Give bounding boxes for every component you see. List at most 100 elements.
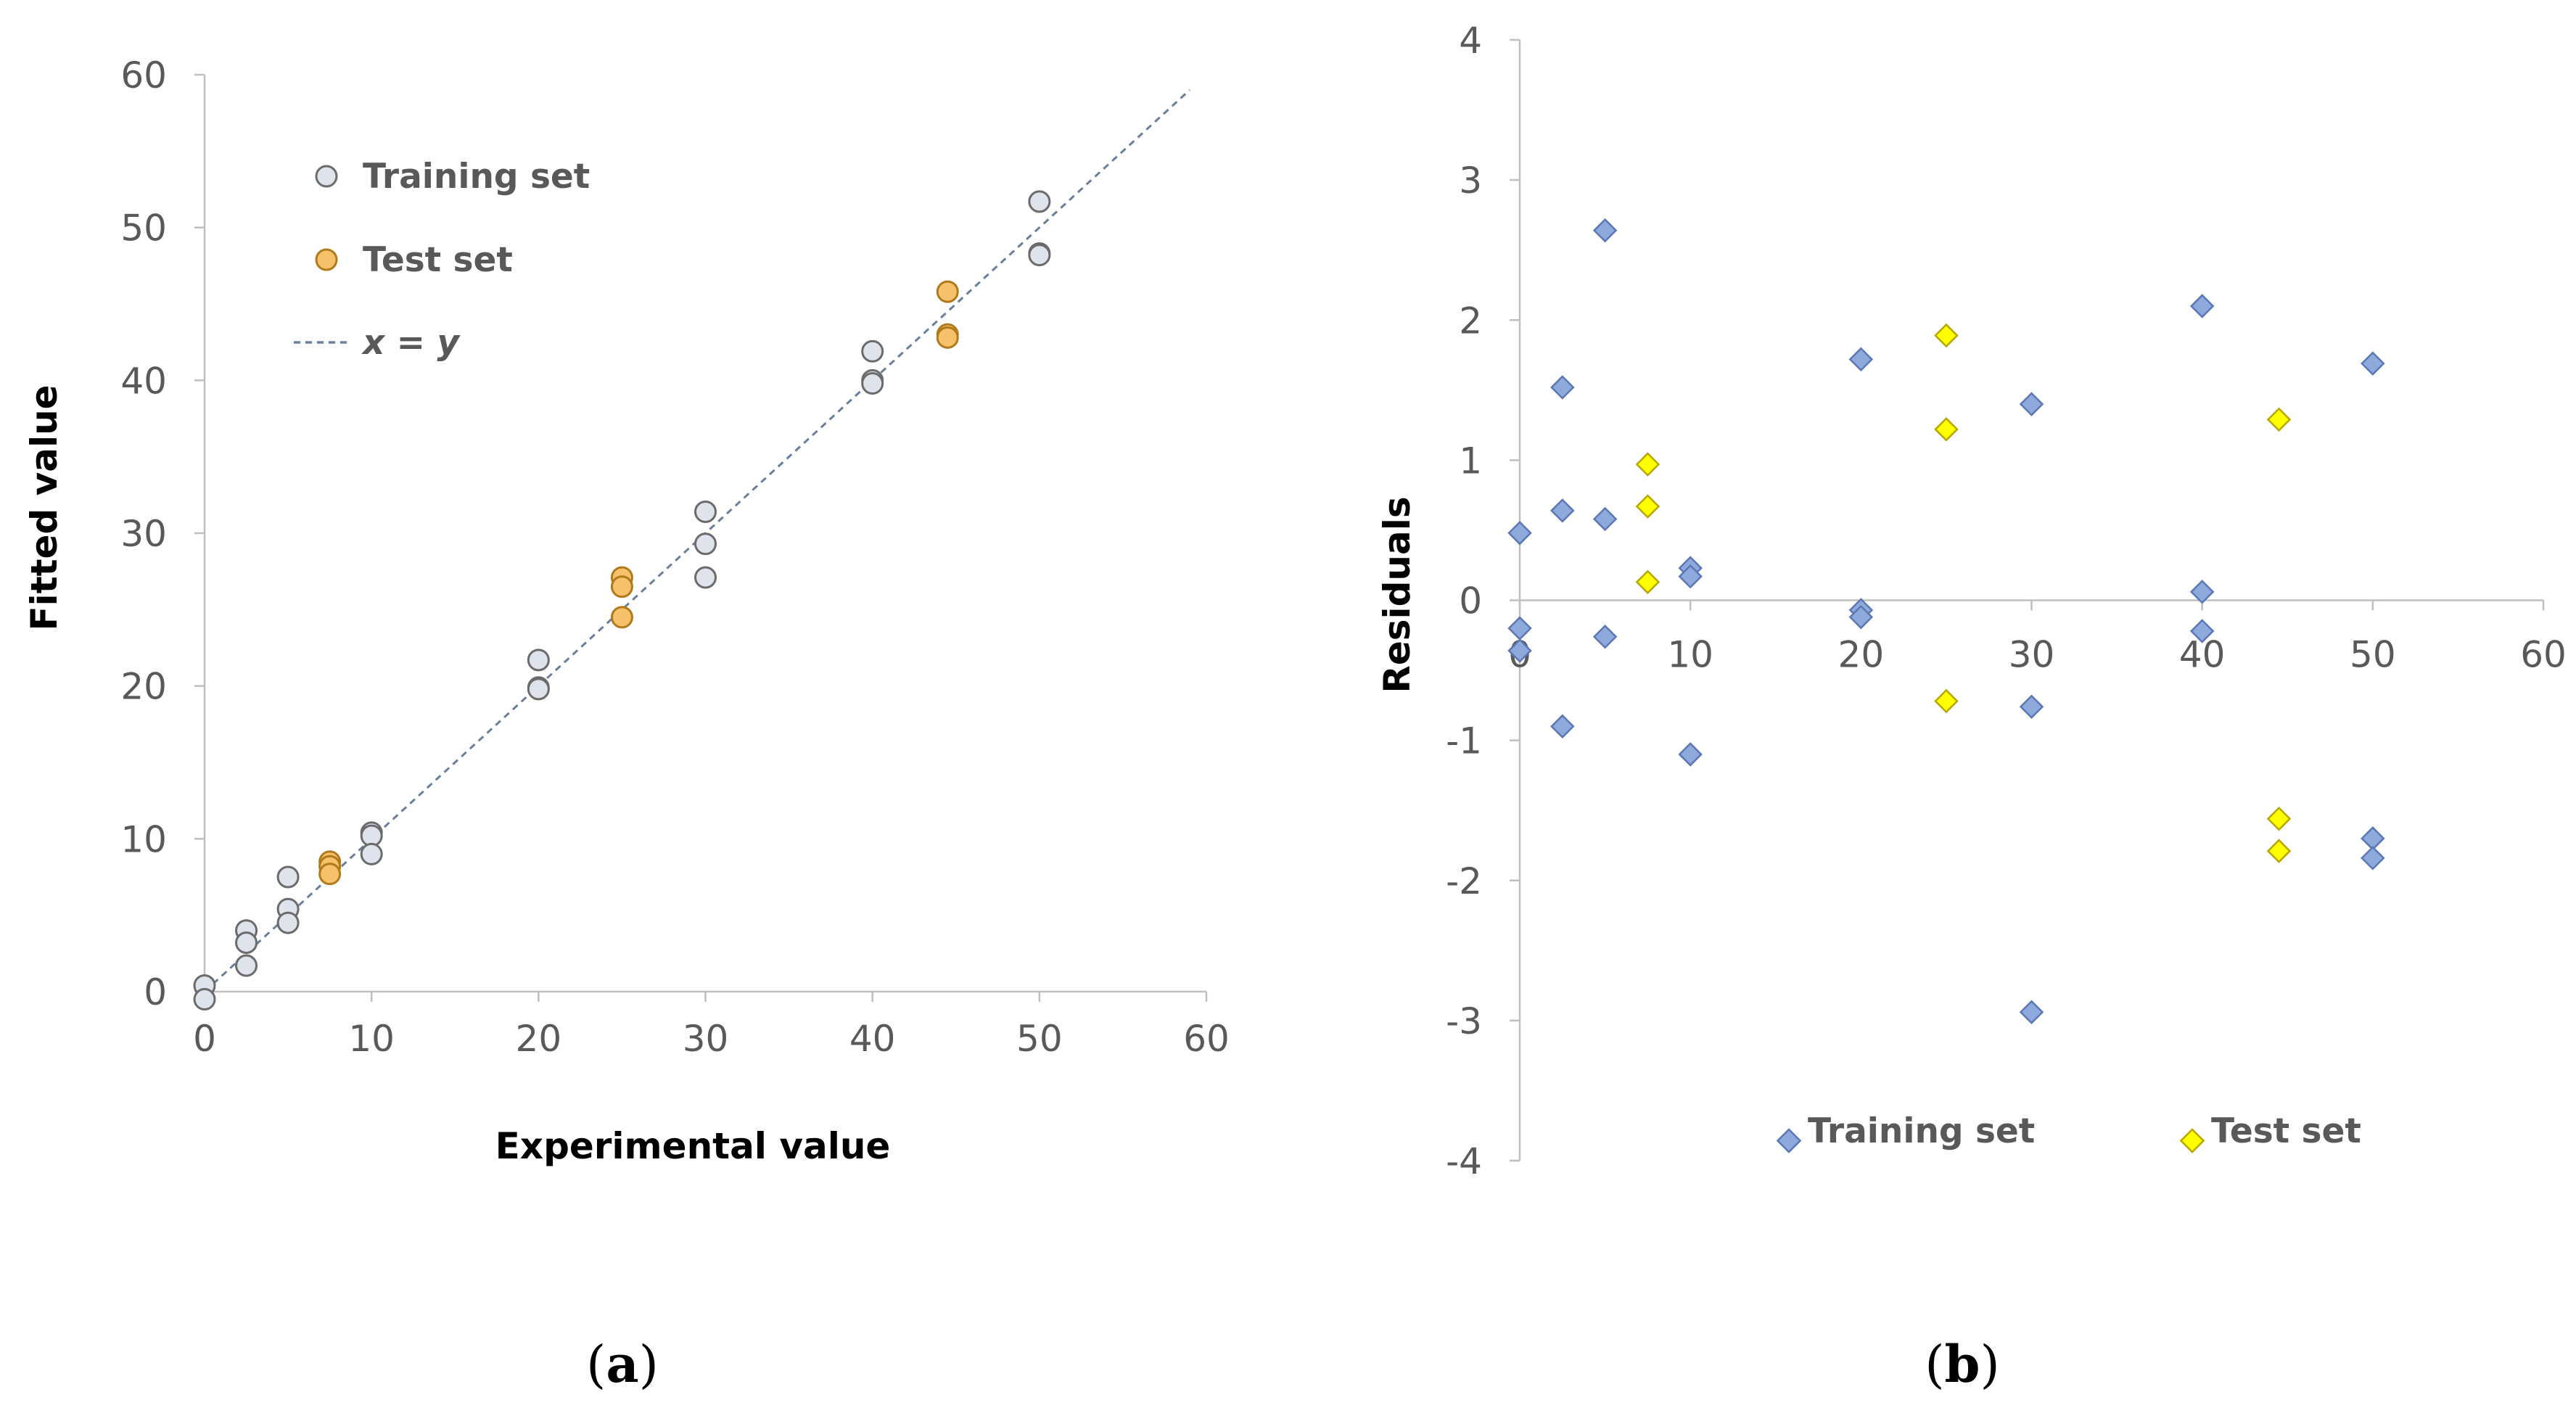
training-point bbox=[360, 842, 383, 865]
test-residual-point bbox=[1934, 688, 1959, 714]
panel-a-x-tick-label: 50 bbox=[1016, 1018, 1063, 1060]
training-residual-point bbox=[1507, 521, 1532, 546]
training-point bbox=[193, 988, 216, 1011]
test-point bbox=[318, 862, 342, 886]
test-residual-point bbox=[1934, 417, 1959, 442]
panel-b-points-layer bbox=[1507, 218, 2385, 1025]
training-residual-point bbox=[1848, 604, 1874, 630]
panel-a-axes bbox=[194, 73, 1208, 1002]
legend-training-label: Training set bbox=[1808, 1111, 2035, 1151]
training-point bbox=[861, 372, 884, 395]
test-residual-point bbox=[1934, 323, 1959, 348]
training-point bbox=[1028, 190, 1051, 213]
test-residual-point bbox=[1635, 569, 1661, 595]
panel-b-y-tick-label: 2 bbox=[1459, 300, 1482, 342]
panel-b-y-tick-label: 4 bbox=[1459, 20, 1482, 62]
panel-a-legend: Training set Test set x = y bbox=[294, 157, 590, 363]
test-residual-point bbox=[2266, 839, 2292, 863]
test-residual-point bbox=[2266, 807, 2292, 831]
panel-b-label: (b) bbox=[1925, 1334, 2000, 1394]
panel-a-x-tick-label: 10 bbox=[348, 1018, 395, 1060]
legend-test-marker bbox=[2179, 1128, 2205, 1153]
panel-a-chart: 0 10 20 30 40 50 60 0 10 20 30 40 50 60 Fitted value… bbox=[23, 54, 1230, 1394]
training-point bbox=[694, 532, 717, 556]
panel-a-y-tick-label: 10 bbox=[120, 818, 167, 860]
panel-a-points-layer bbox=[193, 190, 1051, 1011]
training-residual-point bbox=[1550, 498, 1575, 523]
panel-b-axes bbox=[1510, 38, 2545, 1162]
legend-test-marker bbox=[315, 248, 338, 271]
panel-b-y-tick-label: -1 bbox=[1446, 720, 1482, 762]
panel-b-y-tick-label: -2 bbox=[1446, 860, 1482, 902]
training-residual-point bbox=[1550, 375, 1575, 400]
training-point bbox=[235, 931, 258, 955]
panel-a-y-tick-label: 30 bbox=[120, 513, 167, 555]
panel-a-x-tick-label: 40 bbox=[849, 1018, 896, 1060]
training-residual-point bbox=[2019, 694, 2044, 720]
panel-a-y-tick-labels: 0 10 20 30 40 50 60 bbox=[120, 54, 167, 1013]
panel-a-y-axis-title: Fitted value bbox=[23, 384, 65, 630]
test-residual-point bbox=[2266, 407, 2292, 432]
training-residual-point bbox=[2189, 619, 2215, 643]
training-residual-point bbox=[1678, 564, 1703, 589]
panel-b-x-tick-label: 50 bbox=[2350, 634, 2396, 676]
panel-a-label: (a) bbox=[586, 1334, 659, 1394]
panel-b-y-tick-label: -4 bbox=[1446, 1140, 1482, 1182]
panel-a-x-tick-label: 60 bbox=[1183, 1018, 1230, 1060]
test-point bbox=[610, 575, 633, 598]
panel-a-y-tick-label: 20 bbox=[120, 666, 167, 708]
training-residual-point bbox=[2019, 392, 2044, 416]
training-residual-point bbox=[1678, 742, 1703, 767]
training-point bbox=[276, 911, 300, 934]
test-point bbox=[936, 280, 959, 303]
training-point bbox=[527, 649, 550, 672]
test-residual-point bbox=[1635, 452, 1661, 477]
panel-a-x-tick-label: 0 bbox=[193, 1018, 216, 1060]
panel-a-x-axis-title: Experimental value bbox=[495, 1125, 891, 1167]
panel-b-y-tick-label: 3 bbox=[1459, 160, 1482, 202]
training-residual-point bbox=[1592, 218, 1618, 243]
panel-b-y-tick-label: 0 bbox=[1459, 580, 1482, 622]
panel-b-legend: Training set Test set bbox=[1776, 1111, 2361, 1153]
panel-b-x-tick-label: 20 bbox=[1838, 634, 1885, 676]
panel-b-y-axis-title: Residuals bbox=[1376, 496, 1418, 693]
panel-b-label-letter: b bbox=[1945, 1334, 1980, 1394]
training-point bbox=[235, 954, 258, 977]
legend-training-marker bbox=[315, 165, 338, 188]
panel-a-y-tick-label: 0 bbox=[144, 971, 167, 1013]
test-point bbox=[936, 326, 959, 349]
training-point bbox=[694, 501, 717, 524]
training-residual-point bbox=[1550, 714, 1575, 739]
legend-training-label: Training set bbox=[363, 157, 590, 197]
training-point bbox=[861, 339, 884, 363]
test-point bbox=[610, 606, 633, 629]
panel-a-y-tick-label: 50 bbox=[120, 207, 167, 250]
panel-a-y-tick-label: 60 bbox=[120, 54, 167, 96]
panel-b-x-tick-label: 60 bbox=[2520, 634, 2567, 676]
legend-test-label: Test set bbox=[363, 240, 513, 280]
training-residual-point bbox=[2361, 846, 2385, 870]
training-residual-point bbox=[1592, 624, 1618, 649]
panel-b-x-tick-label: 30 bbox=[2009, 634, 2055, 676]
training-residual-point bbox=[2019, 1000, 2044, 1025]
training-residual-point bbox=[1507, 638, 1532, 663]
panel-a-x-tick-label: 20 bbox=[516, 1018, 562, 1060]
legend-training-marker bbox=[1776, 1128, 1802, 1153]
panel-a-y-tick-label: 40 bbox=[120, 360, 167, 402]
panel-b-x-tick-label: 10 bbox=[1667, 634, 1713, 676]
panel-b-y-tick-labels: -4 -3 -2 -1 0 1 2 3 4 bbox=[1446, 20, 1482, 1182]
panel-b-y-tick-label: 1 bbox=[1459, 440, 1482, 482]
legend-test-label: Test set bbox=[2211, 1111, 2361, 1151]
training-point bbox=[276, 865, 300, 889]
test-residual-point bbox=[1635, 494, 1661, 519]
training-point bbox=[527, 678, 550, 701]
panel-b-y-tick-label: -3 bbox=[1446, 1000, 1482, 1042]
panel-a-x-tick-labels: 0 10 20 30 40 50 60 bbox=[193, 1018, 1230, 1060]
legend-identity-line-label: x = y bbox=[361, 323, 461, 363]
panel-a-label-letter: a bbox=[606, 1334, 638, 1394]
training-residual-point bbox=[2189, 580, 2215, 604]
training-residual-point bbox=[1848, 347, 1874, 372]
training-point bbox=[1028, 244, 1051, 267]
